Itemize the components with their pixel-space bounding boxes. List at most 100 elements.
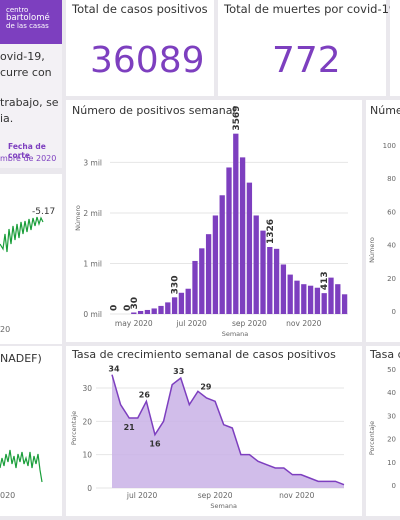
bar xyxy=(219,195,225,314)
bar xyxy=(171,297,178,314)
left-mini-value-label: -5.17 xyxy=(32,207,55,217)
bar xyxy=(178,292,185,314)
y-tick-label: 2 mil xyxy=(83,209,102,218)
y-tick-label: 50 xyxy=(387,366,396,374)
right-top-y-label: Número xyxy=(368,237,376,263)
intro-panel: ovid-19, curre con trabajo, se ia. Fecha… xyxy=(0,44,62,168)
bar xyxy=(294,280,300,314)
y-tick-label: 40 xyxy=(387,389,396,397)
growth-chart-title: Tasa de crecimiento semanal de casos pos… xyxy=(72,348,336,361)
intro-line-2: curre con xyxy=(0,66,52,79)
growth-area xyxy=(112,374,344,488)
left-bottom-title: NADEF) xyxy=(0,352,42,365)
bar xyxy=(335,284,341,314)
bar xyxy=(341,294,348,314)
bar xyxy=(151,308,157,314)
x-tick-label: jul 2020 xyxy=(175,319,207,328)
kpi-cases-value: 36089 xyxy=(90,40,205,81)
bar xyxy=(199,248,205,314)
y-tick-label: 30 xyxy=(387,412,396,420)
bar xyxy=(246,182,253,314)
x-tick-label: may 2020 xyxy=(115,319,153,328)
x-tick-label: sep 2020 xyxy=(198,491,233,500)
bar xyxy=(280,264,287,314)
x-axis-label: Semana xyxy=(222,330,249,338)
cutoff-label: Fecha de corte xyxy=(8,142,46,160)
kpi-deaths-value: 772 xyxy=(272,40,341,81)
bar xyxy=(212,215,219,314)
y-tick-label: 20 xyxy=(387,275,396,283)
bar-data-label: 1326 xyxy=(266,219,276,244)
left-bottom-svg: 020 xyxy=(0,449,43,500)
y-tick-label: 0 xyxy=(392,308,396,316)
growth-chart-svg: 30 20 10 0 Porcentaje 34 21 26 16 33 29 jul 2020 sep… xyxy=(70,365,345,510)
y-tick-label: 20 xyxy=(82,417,92,426)
y-axis-label: Número xyxy=(74,205,82,231)
y-tick-label: 3 mil xyxy=(83,158,102,167)
x-tick-label: nov 2020 xyxy=(286,319,321,328)
area-data-label: 21 xyxy=(124,423,136,432)
y-tick-label: 10 xyxy=(387,459,396,467)
y-tick-label: 60 xyxy=(387,208,396,216)
y-tick-label: 80 xyxy=(387,175,396,183)
right-bottom-title: Tasa d xyxy=(370,348,400,361)
area-data-label: 34 xyxy=(108,365,120,374)
bar xyxy=(165,302,171,314)
kpi-deaths-title: Total de muertes por covid-19 xyxy=(224,2,397,16)
left-bottom-line xyxy=(0,449,43,483)
x-tick-label: jul 2020 xyxy=(126,491,158,500)
bar xyxy=(307,285,314,314)
bar xyxy=(253,215,259,314)
bar-data-label: 330 xyxy=(171,276,181,295)
y-tick-label: 0 mil xyxy=(83,310,102,319)
kpi-cases-card: Total de casos positivos 36089 xyxy=(66,0,214,96)
intro-line-3: trabajo, se xyxy=(0,96,59,109)
left-mini-x-tick: 20 xyxy=(0,325,10,334)
right-top-chart-card: Núme 100 80 60 40 20 0 Número xyxy=(366,100,400,342)
right-top-svg: 100 80 60 40 20 0 Número xyxy=(368,142,396,316)
left-bottom-chart: NADEF) 020 xyxy=(0,346,62,516)
right-bottom-chart-card: Tasa d 50 40 30 20 10 0 Porcentaje xyxy=(366,346,400,516)
y-tick-label: 40 xyxy=(387,242,396,250)
left-mini-chart-svg: -5.17 20 xyxy=(0,207,55,334)
bar xyxy=(301,284,307,314)
brand-name: centro bartolomé de las casas xyxy=(6,6,50,30)
intro-line-4: ia. xyxy=(0,112,14,125)
bar xyxy=(314,287,321,314)
bar xyxy=(158,305,164,314)
bar xyxy=(321,293,327,314)
y-axis-label: Porcentaje xyxy=(70,411,78,445)
bar-data-label: 0 xyxy=(109,305,119,311)
weekly-chart-title: Número de positivos semanal xyxy=(72,104,236,117)
bar-data-label: 0 xyxy=(123,305,133,311)
right-bottom-svg: 50 40 30 20 10 0 Porcentaje xyxy=(368,366,396,490)
x-tick-label: nov 2020 xyxy=(279,491,314,500)
y-tick-label: 20 xyxy=(387,436,396,444)
bar xyxy=(131,312,137,314)
area-data-label: 16 xyxy=(149,440,161,449)
intro-line-1: ovid-19, xyxy=(0,50,45,63)
bar xyxy=(192,260,198,314)
bar xyxy=(287,274,293,314)
area-data-label: 29 xyxy=(200,382,212,391)
cutoff-value: mbre de 2020 xyxy=(0,154,57,163)
x-tick-label: sep 2020 xyxy=(232,319,267,328)
left-bottom-x-tick: 020 xyxy=(0,491,15,500)
bar xyxy=(137,310,144,314)
kpi-deaths-card: Total de muertes por covid-19 772 xyxy=(218,0,396,96)
area-data-label: 33 xyxy=(173,367,184,376)
growth-line xyxy=(111,374,345,486)
bar xyxy=(328,277,334,314)
left-mini-line xyxy=(0,216,44,253)
bar xyxy=(273,248,280,314)
y-tick-label: 30 xyxy=(82,384,92,393)
bar xyxy=(267,247,273,314)
bar-data-label: 30 xyxy=(130,297,140,310)
bar xyxy=(205,234,212,314)
bar xyxy=(226,167,232,314)
y-tick-label: 100 xyxy=(383,142,396,150)
weekly-chart-card: Número de positivos semanal 3 mil 2 mil 1 … xyxy=(66,100,362,342)
bar xyxy=(260,230,266,314)
y-tick-label: 10 xyxy=(82,451,92,460)
bar xyxy=(144,309,151,314)
